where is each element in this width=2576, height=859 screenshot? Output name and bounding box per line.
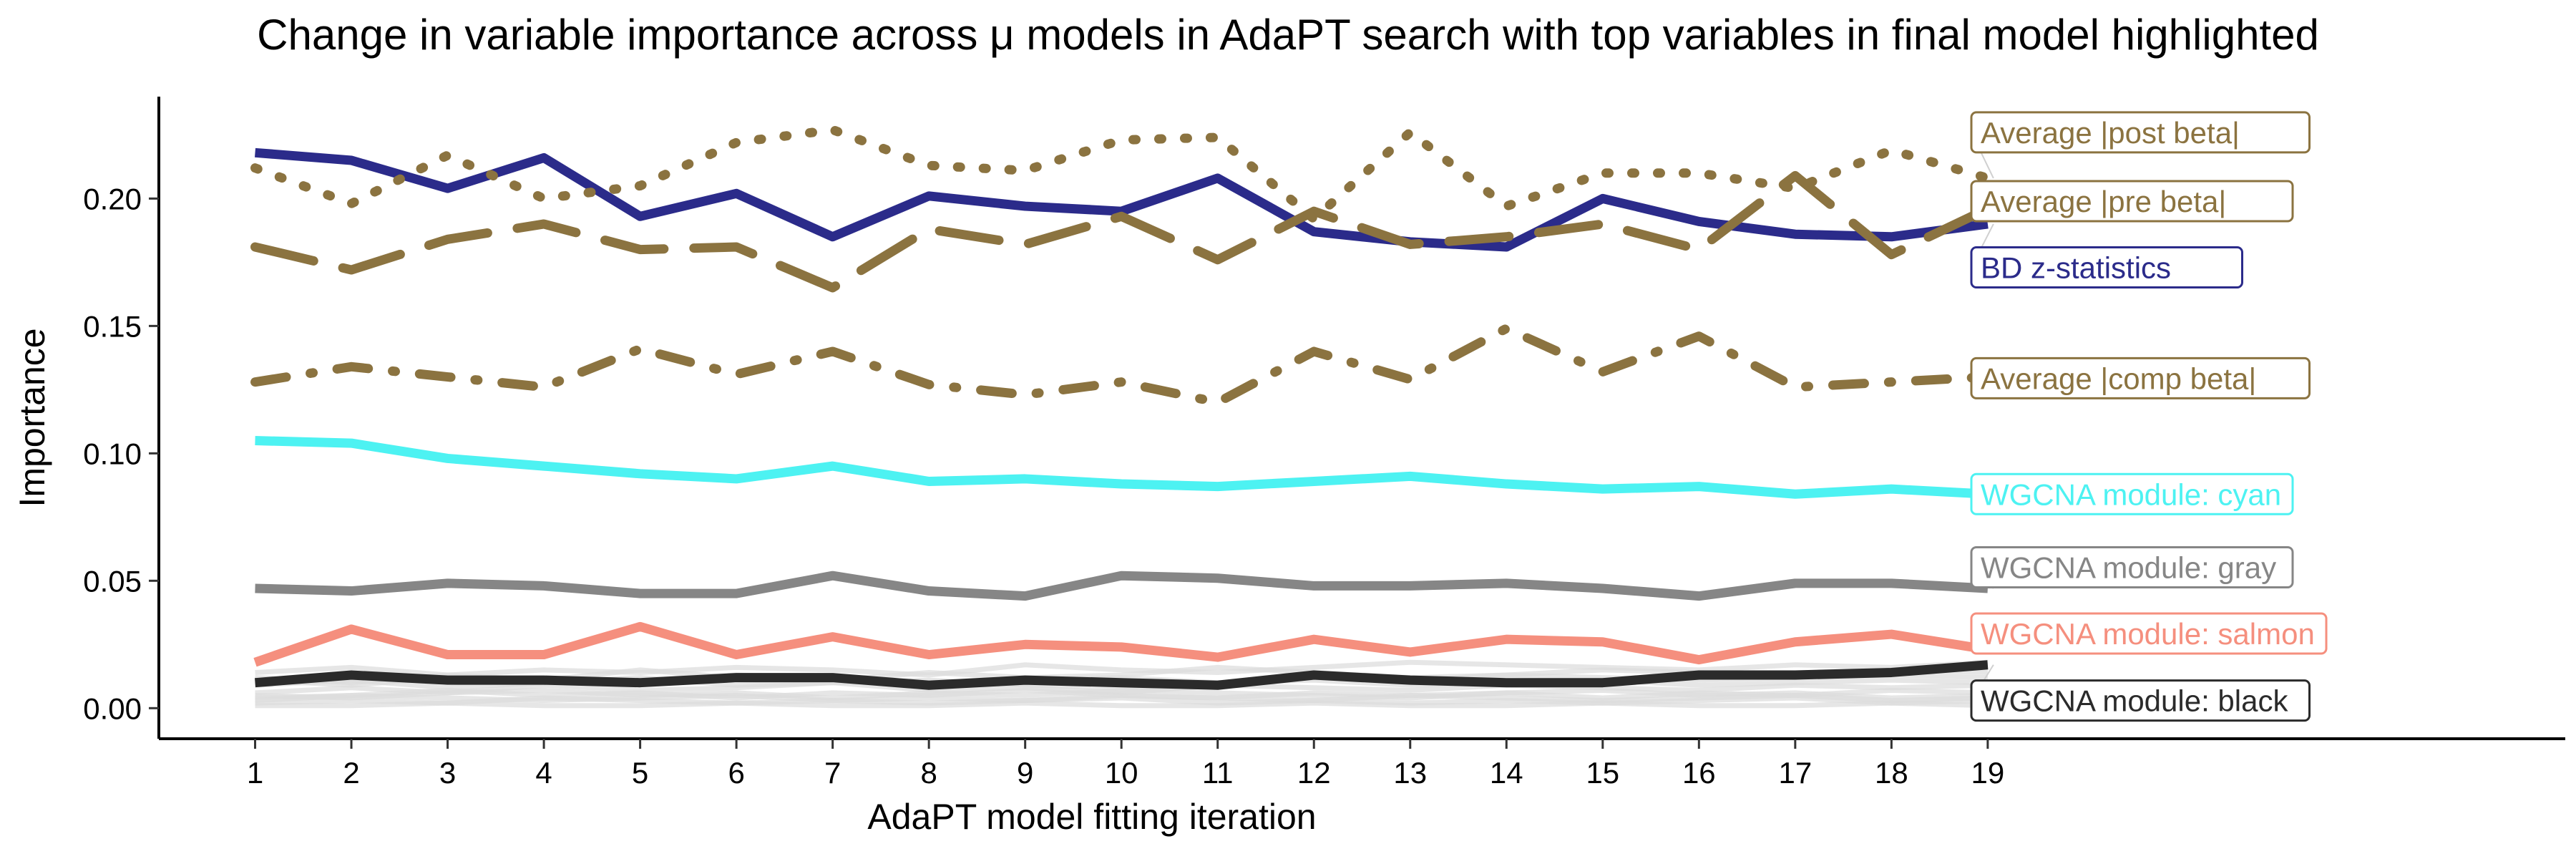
series-line-average-post-beta — [250, 125, 1993, 224]
series-label-wgcna-module-black: WGCNA module: black — [1981, 684, 2288, 718]
x-axis-title: AdaPT model fitting iteration — [867, 797, 1316, 837]
background-series-line — [255, 680, 1988, 696]
y-tick-label: 0.00 — [83, 691, 142, 725]
x-tick-label: 3 — [439, 756, 456, 790]
label-box-bd-z-statistics — [1970, 246, 2243, 288]
x-tick-label: 2 — [343, 756, 359, 790]
series-label-average-pre-beta: Average |pre beta| — [1981, 185, 2226, 218]
x-tick-label: 11 — [1202, 756, 1234, 790]
series-line-wgcna-module-cyan — [255, 436, 1989, 499]
x-tick-label: 17 — [1778, 756, 1812, 790]
series-line-average-pre-beta — [250, 170, 1993, 293]
x-tick-label: 9 — [1017, 756, 1033, 790]
x-tick-label: 14 — [1490, 756, 1523, 790]
x-tick-label: 19 — [1971, 756, 2005, 790]
label-box-average-pre-beta — [1970, 180, 2294, 223]
x-tick-label: 4 — [535, 756, 552, 790]
y-tick-label: 0.05 — [83, 564, 142, 598]
series-label-wgcna-module-salmon: WGCNA module: salmon — [1981, 617, 2315, 651]
background-series-line — [255, 695, 1988, 706]
x-tick-label: 7 — [824, 756, 841, 790]
y-tick-label: 0.20 — [83, 182, 142, 215]
x-tick-label: 12 — [1297, 756, 1331, 790]
series-label-wgcna-module-cyan: WGCNA module: cyan — [1981, 477, 2281, 511]
x-tick-label: 1 — [247, 756, 263, 790]
series-line-wgcna-module-salmon — [253, 621, 1989, 667]
chart-title: Change in variable importance across μ m… — [257, 11, 2319, 59]
x-tick-label: 10 — [1105, 756, 1138, 790]
series-label-average-comp-beta: Average |comp beta| — [1981, 361, 2256, 395]
series-line-wgcna-module-black — [255, 660, 1989, 690]
label-box-wgcna-module-gray — [1970, 545, 2294, 588]
background-series-line — [255, 700, 1988, 709]
x-tick-label: 16 — [1682, 756, 1716, 790]
background-series-line — [255, 687, 1988, 701]
series-line-wgcna-module-gray — [255, 571, 1989, 601]
label-box-average-comp-beta — [1970, 356, 2311, 399]
background-series-line — [255, 659, 1989, 678]
x-tick-label: 6 — [728, 756, 744, 790]
series-label-average-post-beta: Average |post beta| — [1981, 116, 2240, 150]
series-line-bd-z-statistics — [255, 147, 1989, 252]
label-box-average-post-beta — [1970, 111, 2311, 154]
label-box-wgcna-module-cyan — [1970, 472, 2294, 515]
x-tick-label: 8 — [920, 756, 937, 790]
label-box-wgcna-module-salmon — [1970, 612, 2328, 655]
y-tick-label: 0.10 — [83, 437, 142, 470]
y-tick-label: 0.15 — [83, 309, 142, 343]
series-label-wgcna-module-gray: WGCNA module: gray — [1981, 550, 2276, 584]
y-axis-title: Importance — [12, 328, 52, 507]
x-tick-label: 18 — [1875, 756, 1908, 790]
series-line-average-comp-beta — [250, 324, 1993, 407]
x-tick-label: 15 — [1586, 756, 1619, 790]
background-series-line — [255, 692, 1988, 704]
series-label-bd-z-statistics: BD z-statistics — [1981, 251, 2171, 284]
x-tick-label: 13 — [1393, 756, 1427, 790]
label-box-wgcna-module-black — [1970, 679, 2311, 722]
x-tick-label: 5 — [632, 756, 648, 790]
